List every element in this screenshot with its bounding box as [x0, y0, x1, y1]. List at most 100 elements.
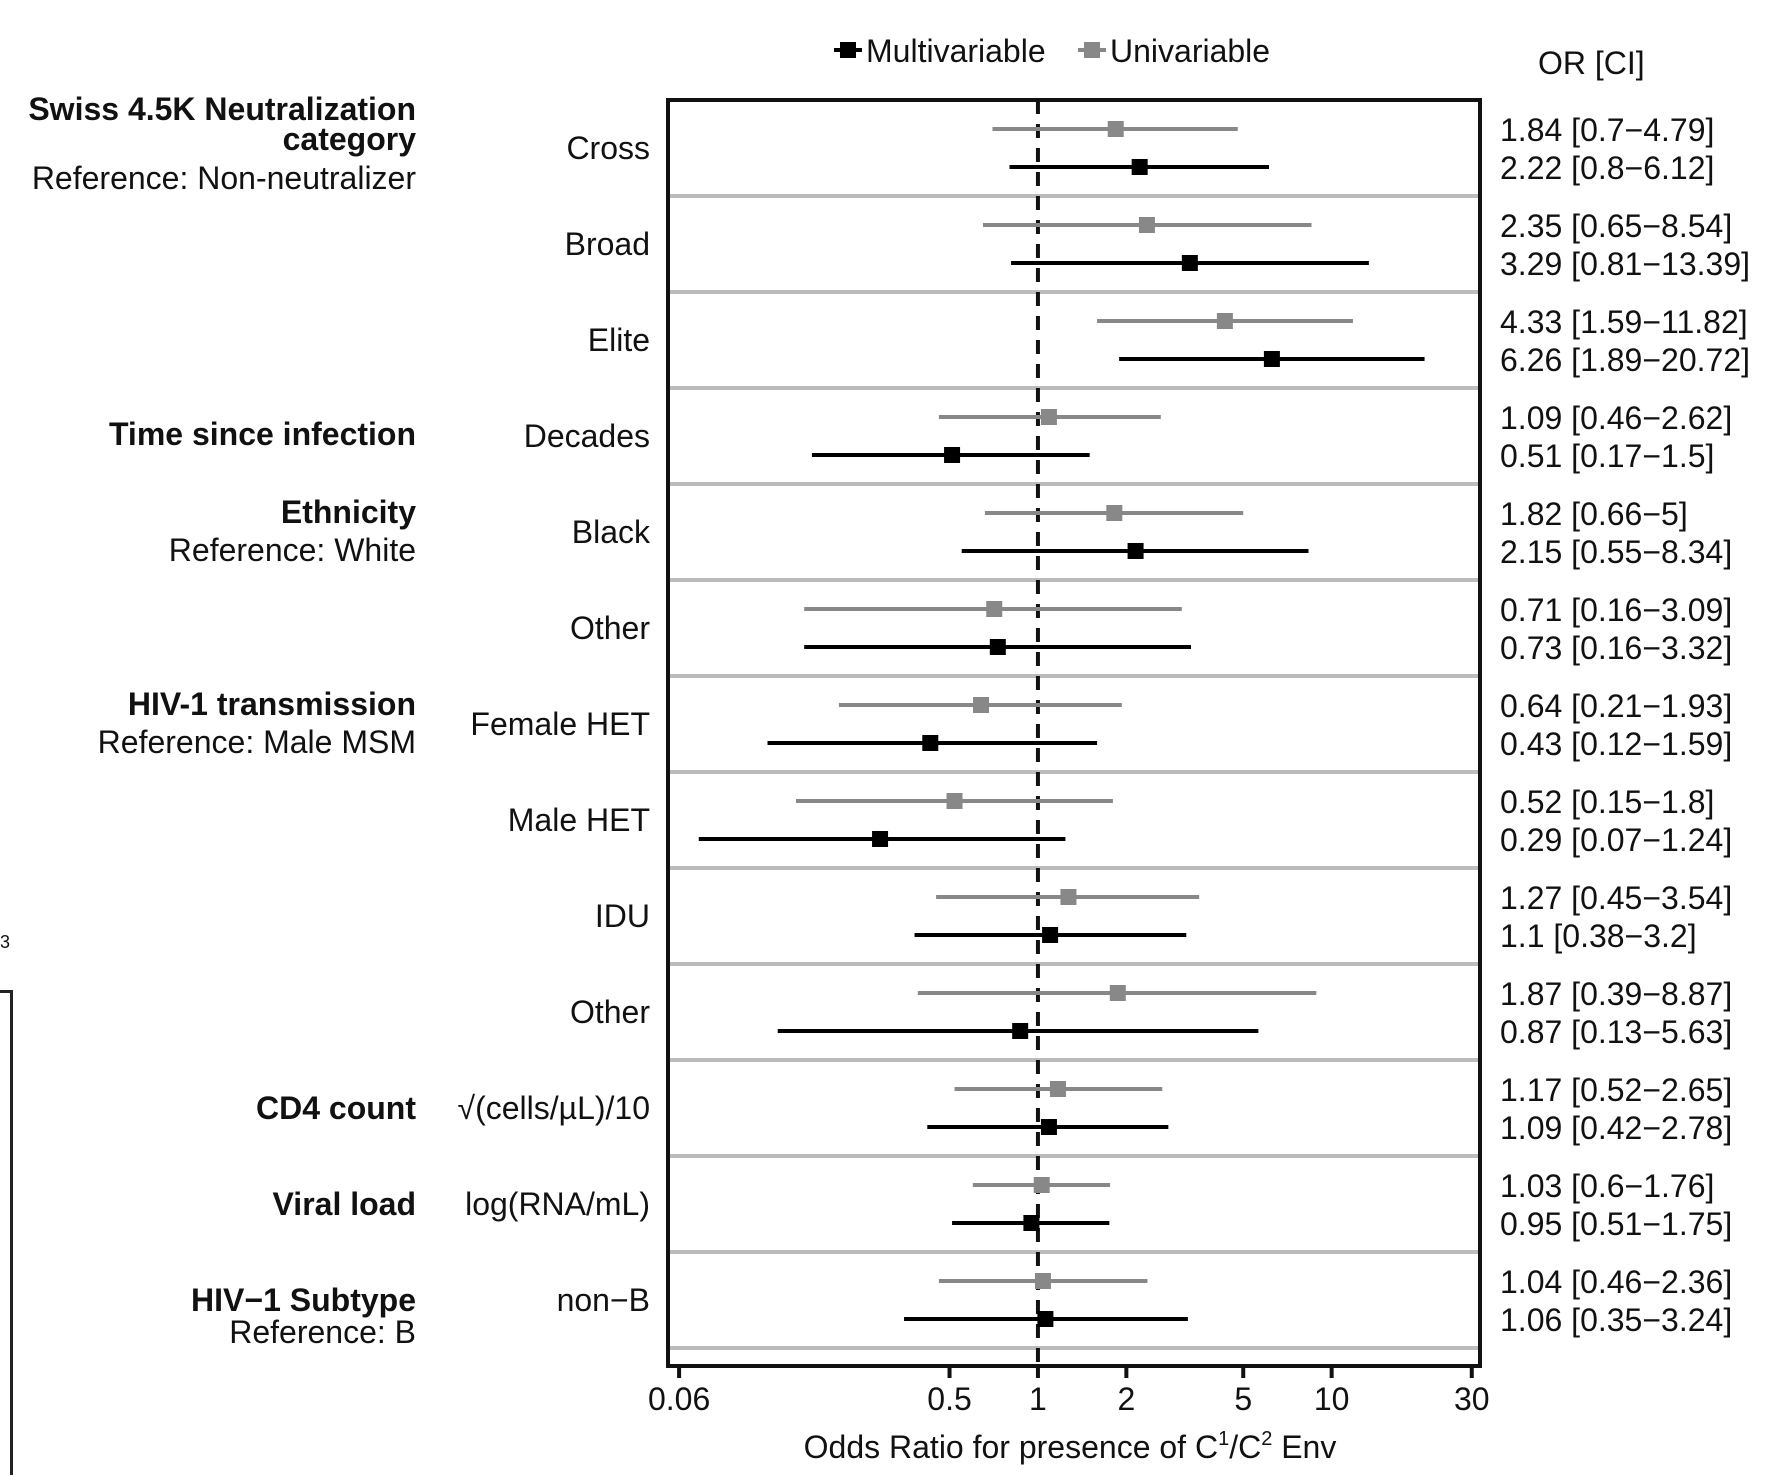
x-tick-label: 1: [1029, 1381, 1047, 1417]
row-label: non−B: [557, 1282, 650, 1318]
univariable-point: [1138, 217, 1155, 233]
x-tick-label: 30: [1454, 1381, 1490, 1417]
univariable-point: [1109, 985, 1126, 1001]
multivariable-point: [1012, 1023, 1029, 1039]
multivariable-point: [1023, 1215, 1040, 1231]
univariable-or-ci-text: 1.09 [0.46−2.62]: [1500, 400, 1732, 436]
multivariable-or-ci-text: 0.43 [0.12−1.59]: [1500, 726, 1732, 762]
x-axis: 0.06 0.5 1 2 5 10 30: [648, 1366, 1490, 1417]
x-tick-label: 0.06: [648, 1381, 710, 1417]
univariable-point: [1034, 1273, 1051, 1289]
group-title-time-since-infection: Time since infection: [108, 416, 416, 452]
univariable-or-ci-text: 1.17 [0.52−2.65]: [1500, 1072, 1732, 1108]
row-label: Cross: [566, 130, 650, 166]
multivariable-point: [1042, 927, 1059, 943]
multivariable-point: [872, 831, 889, 847]
multivariable-point: [1040, 1119, 1057, 1135]
group-title-neutralization-line2: category: [282, 121, 416, 157]
univariable-point: [946, 793, 963, 809]
row-label: Black: [572, 514, 651, 550]
row-label: Male HET: [508, 802, 650, 838]
multivariable-or-ci-text: 3.29 [0.81−13.39]: [1500, 246, 1750, 282]
legend-multivariable-label: Multivariable: [866, 33, 1046, 69]
x-axis-label: Odds Ratio for presence of C1/C2 Env: [804, 1428, 1337, 1465]
univariable-point: [1049, 1081, 1066, 1097]
multivariable-or-ci-text: 0.87 [0.13−5.63]: [1500, 1014, 1732, 1050]
multivariable-point: [1127, 543, 1144, 559]
group-title-cd4: CD4 count: [256, 1090, 416, 1126]
multivariable-or-ci-text: 1.09 [0.42−2.78]: [1500, 1110, 1732, 1146]
univariable-or-ci-text: 1.84 [0.7−4.79]: [1500, 112, 1714, 148]
univariable-point: [1033, 1177, 1050, 1193]
row-label: log(RNA/mL): [465, 1186, 650, 1222]
univariable-or-ci-text: 2.35 [0.65−8.54]: [1500, 208, 1732, 244]
legend-multivariable-swatch: [840, 42, 856, 58]
multivariable-point: [1037, 1311, 1054, 1327]
univariable-point: [1106, 505, 1123, 521]
univariable-or-ci-text: 1.82 [0.66−5]: [1500, 496, 1688, 532]
x-axis-label-end: Env: [1272, 1429, 1336, 1465]
x-axis-label-mid: /C: [1229, 1429, 1261, 1465]
univariable-or-ci-text: 0.52 [0.15−1.8]: [1500, 784, 1714, 820]
univariable-point: [1216, 313, 1233, 329]
legend: Multivariable Univariable: [834, 33, 1270, 69]
multivariable-or-ci-text: 6.26 [1.89−20.72]: [1500, 342, 1750, 378]
plot-frame: [666, 98, 1482, 1368]
multivariable-or-ci-text: 1.06 [0.35−3.24]: [1500, 1302, 1732, 1338]
multivariable-or-ci-text: 2.15 [0.55−8.34]: [1500, 534, 1732, 570]
x-axis-label-sup1: 1: [1218, 1428, 1229, 1450]
row-label: Other: [570, 610, 650, 646]
group-title-transmission: HIV-1 transmission: [127, 686, 416, 722]
multivariable-point: [944, 447, 961, 463]
row-label: Elite: [588, 322, 650, 358]
row-label: Female HET: [470, 706, 650, 742]
univariable-point: [986, 601, 1003, 617]
univariable-point: [1040, 409, 1057, 425]
multivariable-point: [1181, 255, 1198, 271]
x-axis-label-main: Odds Ratio for presence of C: [804, 1429, 1218, 1465]
row-label: √(cells/µL)/10: [458, 1090, 651, 1126]
row-label: Decades: [524, 418, 650, 454]
x-tick-label: 5: [1234, 1381, 1252, 1417]
x-tick-label: 0.5: [927, 1381, 971, 1417]
multivariable-or-ci-text: 0.29 [0.07−1.24]: [1500, 822, 1732, 858]
or-ci-column-header: OR [CI]: [1538, 45, 1645, 81]
univariable-or-ci-text: 0.64 [0.21−1.93]: [1500, 688, 1732, 724]
group-subtitle-subtype: Reference: B: [229, 1314, 416, 1350]
univariable-point: [973, 697, 990, 713]
univariable-or-ci-text: 1.04 [0.46−2.36]: [1500, 1264, 1732, 1300]
x-tick-label: 2: [1117, 1381, 1135, 1417]
group-title-neutralization: Swiss 4.5K Neutralization category: [28, 91, 416, 157]
multivariable-or-ci-text: 2.22 [0.8−6.12]: [1500, 150, 1714, 186]
univariable-or-ci-text: 1.03 [0.6−1.76]: [1500, 1168, 1714, 1204]
or-ci-values: 1.84 [0.7−4.79]2.22 [0.8−6.12] 2.35 [0.65…: [1500, 112, 1750, 1338]
multivariable-or-ci-text: 0.73 [0.16−3.32]: [1500, 630, 1732, 666]
multivariable-point: [922, 735, 939, 751]
multivariable-point: [1263, 351, 1280, 367]
univariable-point: [1060, 889, 1077, 905]
legend-univariable-label: Univariable: [1110, 33, 1270, 69]
multivariable-or-ci-text: 0.51 [0.17−1.5]: [1500, 438, 1714, 474]
multivariable-point: [989, 639, 1006, 655]
multivariable-or-ci-text: 0.95 [0.51−1.75]: [1500, 1206, 1732, 1242]
edge-fragment-axis: [0, 990, 13, 1475]
group-title-neutralization-line1: Swiss 4.5K Neutralization: [28, 91, 416, 127]
edge-fragment-label: 3: [0, 932, 11, 952]
row-label: Broad: [565, 226, 650, 262]
row-labels: Cross Broad Elite Decades Black Other Female H…: [458, 130, 652, 1318]
row-label: Other: [570, 994, 650, 1030]
univariable-or-ci-text: 1.87 [0.39−8.87]: [1500, 976, 1732, 1012]
group-title-ethnicity: Ethnicity: [280, 494, 416, 530]
univariable-or-ci-text: 4.33 [1.59−11.82]: [1500, 304, 1748, 340]
x-tick-label: 10: [1314, 1381, 1350, 1417]
group-subtitle-transmission: Reference: Male MSM: [97, 724, 416, 760]
univariable-point: [1107, 121, 1124, 137]
x-axis-label-sup2: 2: [1261, 1428, 1272, 1450]
multivariable-or-ci-text: 1.1 [0.38−3.2]: [1500, 918, 1697, 954]
multivariable-point: [1131, 159, 1148, 175]
chart-marks: [698, 121, 1425, 1327]
group-subtitle-ethnicity: Reference: White: [168, 532, 416, 568]
group-title-viral-load: Viral load: [272, 1186, 416, 1222]
